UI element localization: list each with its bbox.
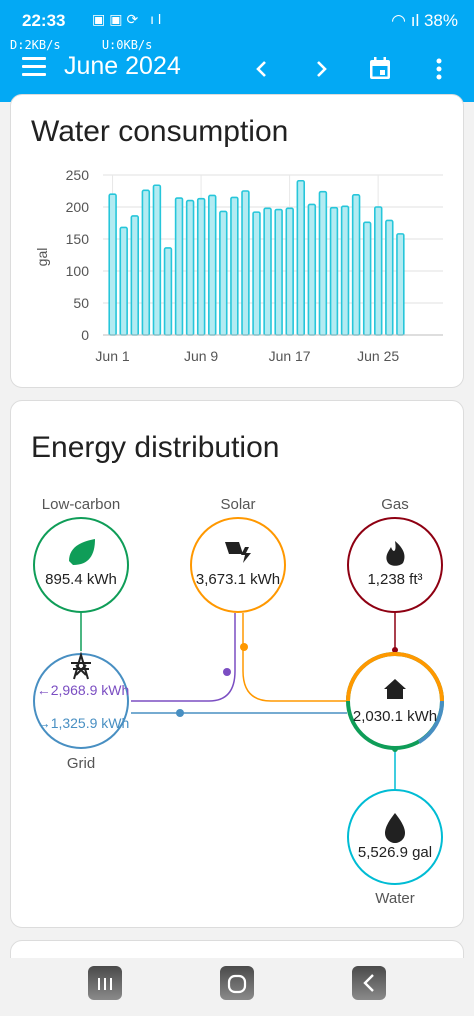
water-bar xyxy=(385,219,394,336)
x-tick-label: Jun 1 xyxy=(95,348,129,364)
solar-node[interactable] xyxy=(190,517,286,613)
x-tick-label: Jun 17 xyxy=(269,348,311,364)
y-tick-label: 200 xyxy=(66,199,90,215)
wifi-icon: ◠ xyxy=(391,11,406,30)
low-carbon-label: Low-carbon xyxy=(42,496,120,513)
water-bar xyxy=(152,184,162,336)
water-bar xyxy=(141,189,151,336)
top-app-bar: 22:33 ▣▣⟳ ıl ◠ ıl 38% D:2KB/s U:0KB/s Ju… xyxy=(0,0,474,102)
water-bar xyxy=(396,233,405,336)
water-bar xyxy=(174,197,184,336)
y-tick-label: 0 xyxy=(81,327,89,343)
water-bar xyxy=(374,206,383,336)
system-navigation-bar xyxy=(0,958,474,1016)
network-speed: D:2KB/s U:0KB/s xyxy=(10,38,152,52)
energy-distribution-card: Energy distribution Low-carbon 895.4 kWh… xyxy=(10,400,464,928)
grid-home-flow-dot xyxy=(176,709,184,717)
water-bar xyxy=(219,210,228,336)
chevron-left-icon[interactable] xyxy=(245,52,279,86)
water-bar xyxy=(196,197,206,336)
water-bar xyxy=(252,211,261,336)
grid-solar-flow xyxy=(131,613,236,702)
water-drop-icon xyxy=(385,813,405,843)
water-bar xyxy=(230,196,239,336)
grid-import-value: ←2,968.9 kWh xyxy=(37,682,130,698)
water-bar xyxy=(318,190,328,336)
water-bar xyxy=(340,205,350,336)
notification-icons: ▣▣⟳ ıl xyxy=(92,11,166,27)
water-bar xyxy=(274,208,283,336)
fire-icon xyxy=(386,541,405,566)
battery-level: 38% xyxy=(423,11,458,30)
gas-value: 1,238 ft³ xyxy=(367,571,422,588)
more-vert-icon[interactable] xyxy=(422,52,456,86)
water-bar xyxy=(119,226,128,336)
water-bar xyxy=(208,194,217,336)
water-bar xyxy=(163,247,173,336)
low-carbon-value: 895.4 kWh xyxy=(45,571,117,588)
water-bar xyxy=(130,215,140,336)
signal-icon: ıl xyxy=(410,11,420,30)
status-bar: 22:33 ▣▣⟳ ıl ◠ ıl 38% xyxy=(0,8,474,34)
x-tick-label: Jun 9 xyxy=(184,348,218,364)
solar-home-flow xyxy=(242,613,347,702)
status-right: ◠ ıl 38% xyxy=(391,11,458,31)
y-tick-label: 250 xyxy=(66,167,90,183)
y-tick-label: 50 xyxy=(73,295,89,311)
transmission-tower-icon xyxy=(71,651,91,680)
water-bar xyxy=(307,203,317,336)
home-value: 2,030.1 kWh xyxy=(353,708,437,725)
solar-home-flow-dot xyxy=(240,643,248,651)
gas-flow-dot xyxy=(392,647,398,653)
water-chart: 0 50 100 150 200 250 gal Jun 1 Jun 9 Jun 17 Jun 25 xyxy=(34,167,443,364)
water-bar xyxy=(362,221,372,336)
home-node[interactable] xyxy=(346,652,445,750)
recent-apps-icon[interactable] xyxy=(88,966,122,1000)
gas-label: Gas xyxy=(381,496,409,513)
energy-flow-diagram: Low-carbon 895.4 kWh Solar 3,673.1 kWh G… xyxy=(33,496,445,907)
water-bar xyxy=(285,207,294,336)
water-bar xyxy=(241,190,250,336)
energy-card-title: Energy distribution xyxy=(31,431,280,464)
calendar-icon[interactable] xyxy=(363,52,397,86)
water-bar xyxy=(263,207,272,336)
back-icon[interactable] xyxy=(352,966,386,1000)
chevron-right-icon[interactable] xyxy=(304,52,338,86)
download-speed: D:2KB/s xyxy=(10,38,61,52)
water-label: Water xyxy=(375,890,414,907)
page-title: June 2024 xyxy=(64,52,181,80)
water-card-title: Water consumption xyxy=(31,115,289,148)
solar-power-icon xyxy=(225,542,251,563)
solar-value: 3,673.1 kWh xyxy=(196,571,280,588)
menu-icon[interactable] xyxy=(22,57,46,77)
water-consumption-card: Water consumption 0 50 100 150 200 250 gal Jun … xyxy=(10,94,464,388)
home-icon xyxy=(384,679,406,699)
water-value: 5,526.9 gal xyxy=(358,844,432,861)
water-bar xyxy=(351,194,361,336)
y-axis-label: gal xyxy=(34,248,50,267)
water-bar xyxy=(296,179,306,336)
status-time: 22:33 xyxy=(22,11,66,30)
water-bar xyxy=(329,206,339,336)
upload-speed: U:0KB/s xyxy=(101,38,153,52)
solar-label: Solar xyxy=(220,496,255,513)
water-bar xyxy=(108,193,117,336)
grid-solar-flow-dot xyxy=(223,668,231,676)
leaf-icon xyxy=(69,539,95,565)
home-button-icon[interactable] xyxy=(220,966,254,1000)
grid-label: Grid xyxy=(67,755,95,772)
low-carbon-node[interactable] xyxy=(33,517,129,613)
x-tick-label: Jun 25 xyxy=(357,348,399,364)
y-tick-label: 100 xyxy=(66,263,90,279)
y-tick-label: 150 xyxy=(66,231,90,247)
grid-export-value: →1,325.9 kWh xyxy=(37,715,130,731)
water-bar xyxy=(185,199,195,336)
